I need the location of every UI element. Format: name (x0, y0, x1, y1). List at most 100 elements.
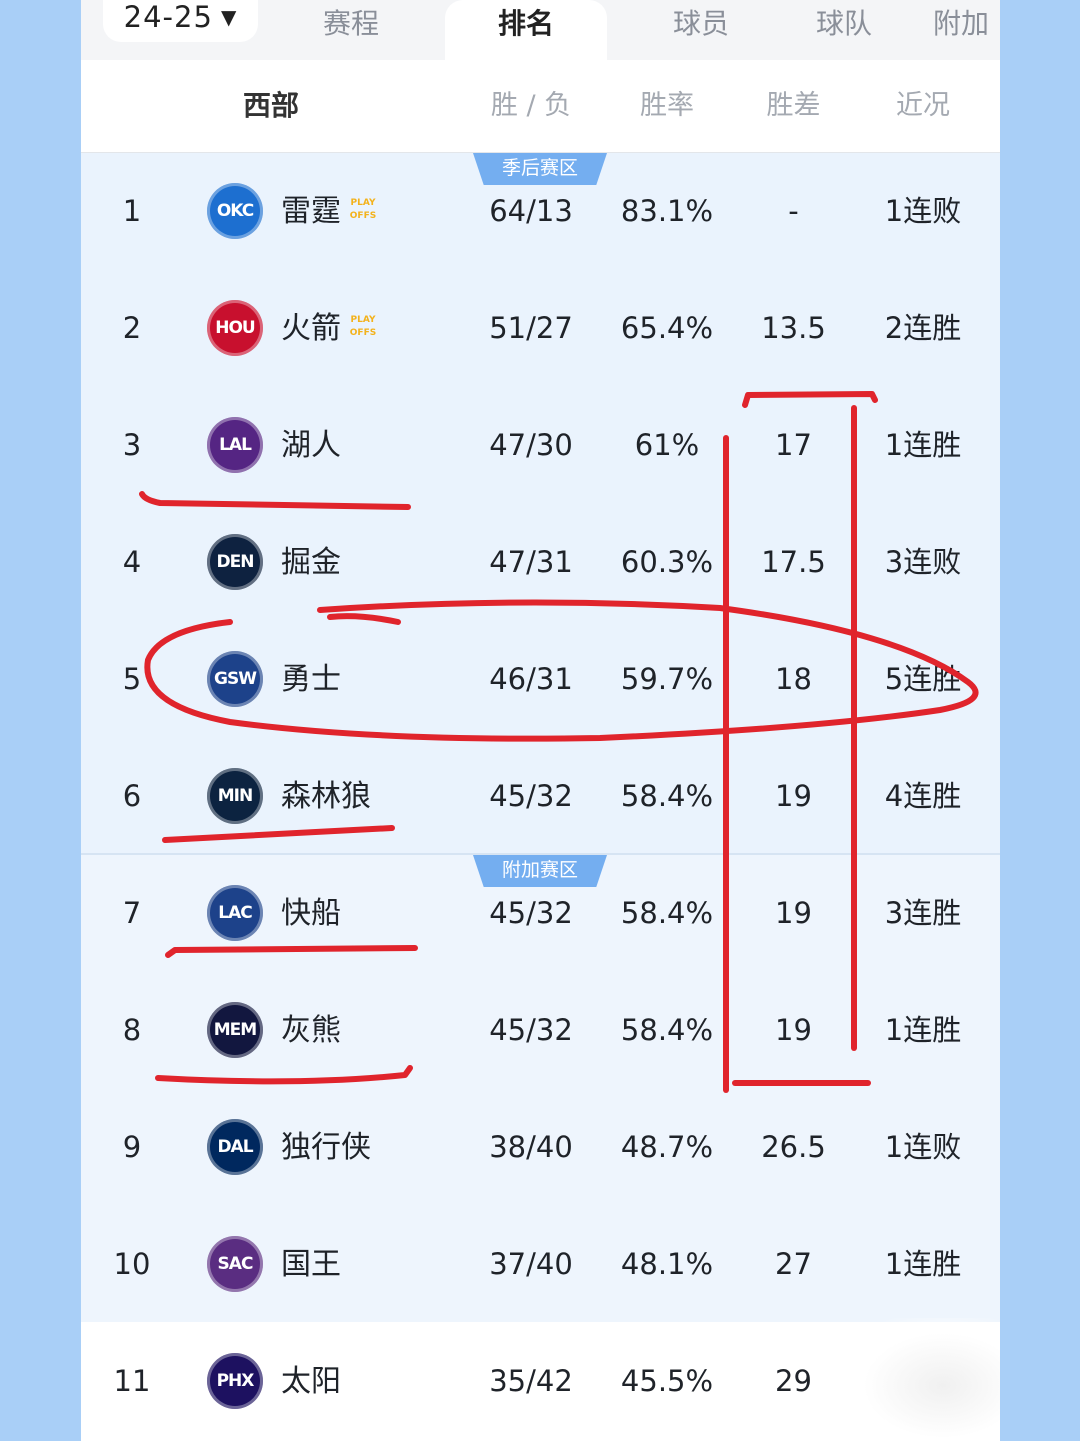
streak: 3连败 (884, 545, 962, 579)
team-logo-icon: MIN (207, 768, 263, 824)
tab-players[interactable]: 球员 (672, 7, 729, 40)
tab-extra[interactable]: 附加 (933, 7, 990, 40)
streak: 2连胜 (884, 311, 962, 345)
win-pct: 60.3% (620, 545, 714, 579)
table-row[interactable]: 8 MEM 灰熊 45/32 58.4% 19 1连胜 (81, 972, 1000, 1089)
win-pct: 58.4% (620, 1013, 714, 1047)
table-row[interactable]: 6 MIN 森林狼 45/32 58.4% 19 4连胜 (81, 738, 1000, 855)
rank: 1 (122, 194, 142, 228)
win-loss: 47/31 (489, 545, 573, 579)
team-name[interactable]: 国王 (281, 1247, 341, 1282)
games-behind: 17 (775, 428, 812, 462)
win-pct: 65.4% (620, 311, 714, 345)
header-streak: 近况 (896, 90, 950, 121)
win-loss: 64/13 (489, 194, 573, 228)
team-name[interactable]: 森林狼 (281, 779, 371, 814)
streak: 1连败 (884, 194, 962, 228)
win-pct: 48.1% (620, 1247, 714, 1281)
rank: 3 (122, 428, 142, 462)
win-loss: 47/30 (489, 428, 573, 462)
team-logo-icon: LAL (207, 417, 263, 473)
win-loss: 51/27 (489, 311, 573, 345)
win-loss: 38/40 (489, 1130, 573, 1164)
win-loss: 45/32 (489, 1013, 573, 1047)
games-behind: 29 (775, 1364, 812, 1398)
team-logo-icon: GSW (207, 651, 263, 707)
streak: 1连胜 (884, 1247, 962, 1281)
tab-schedule[interactable]: 赛程 (322, 7, 379, 40)
win-pct: 58.4% (620, 779, 714, 813)
streak: 4连胜 (884, 779, 962, 813)
team-name[interactable]: 湖人 (281, 428, 341, 463)
team-name[interactable]: 灰熊 (281, 1013, 341, 1048)
table-row[interactable]: 4 DEN 掘金 47/31 60.3% 17.5 3连败 (81, 504, 1000, 621)
win-pct: 59.7% (620, 662, 714, 696)
caret-down-icon: ▼ (220, 5, 238, 29)
streak: 3连胜 (884, 896, 962, 930)
win-loss: 37/40 (489, 1247, 573, 1281)
rank: 9 (122, 1130, 142, 1164)
table-row[interactable]: 9 DAL 独行侠 38/40 48.7% 26.5 1连败 (81, 1089, 1000, 1206)
team-name[interactable]: 独行侠 (281, 1130, 371, 1165)
team-name[interactable]: 雷霆 (281, 194, 341, 229)
streak: 1连胜 (884, 428, 962, 462)
tab-teams[interactable]: 球队 (815, 7, 872, 40)
rank: 11 (113, 1364, 151, 1398)
playoffs-badge-icon: PLAY OFFS (349, 198, 377, 221)
win-pct: 48.7% (620, 1130, 714, 1164)
table-row[interactable]: 11 PHX 太阳 35/42 45.5% 29 (81, 1323, 1000, 1440)
team-logo-icon: DEN (207, 534, 263, 590)
rank: 6 (122, 779, 142, 813)
team-logo-icon: MEM (207, 1002, 263, 1058)
header-pct: 胜率 (640, 90, 694, 121)
team-name[interactable]: 太阳 (281, 1364, 341, 1399)
rank: 4 (122, 545, 142, 579)
team-name[interactable]: 勇士 (281, 662, 341, 697)
rank: 10 (113, 1247, 151, 1281)
win-pct: 58.4% (620, 896, 714, 930)
table-row[interactable]: 7 LAC 快船 45/32 58.4% 19 3连胜 (81, 855, 1000, 972)
win-loss: 46/31 (489, 662, 573, 696)
games-behind: 18 (775, 662, 812, 696)
win-loss: 45/32 (489, 779, 573, 813)
team-name[interactable]: 火箭 (281, 311, 341, 346)
rank: 7 (122, 896, 142, 930)
standings-panel: 24-25 ▼ 赛程 排名 球员 球队 附加 西部 胜 / 负 胜率 胜差 近况… (81, 0, 1000, 1441)
header-wl: 胜 / 负 (490, 90, 572, 121)
games-behind: - (788, 194, 799, 228)
team-logo-icon: OKC (207, 183, 263, 239)
table-row[interactable]: 2 HOU 火箭 PLAY OFFS 51/27 65.4% 13.5 2连胜 (81, 270, 1000, 387)
tab-bar: 24-25 ▼ 赛程 排名 球员 球队 附加 (81, 0, 1000, 60)
win-pct: 45.5% (620, 1364, 714, 1398)
rank: 5 (122, 662, 142, 696)
streak: 5连胜 (884, 662, 962, 696)
playin-zone-badge: 附加赛区 (473, 855, 607, 887)
games-behind: 13.5 (761, 311, 826, 345)
table-row[interactable]: 1 OKC 雷霆 PLAY OFFS 64/13 83.1% - 1连败 (81, 153, 1000, 270)
team-logo-icon: LAC (207, 885, 263, 941)
win-pct: 61% (634, 428, 700, 462)
table-header: 西部 胜 / 负 胜率 胜差 近况 (81, 60, 1000, 153)
win-loss: 35/42 (489, 1364, 573, 1398)
team-logo-icon: HOU (207, 300, 263, 356)
games-behind: 19 (775, 896, 812, 930)
win-pct: 83.1% (620, 194, 714, 228)
tab-standings[interactable]: 排名 (445, 0, 607, 60)
team-logo-icon: PHX (207, 1353, 263, 1409)
games-behind: 27 (775, 1247, 812, 1281)
team-name[interactable]: 快船 (281, 896, 341, 931)
conference-title: 西部 (242, 89, 299, 122)
games-behind: 17.5 (761, 545, 826, 579)
season-label: 24-25 (123, 0, 213, 34)
streak: 1连败 (884, 1130, 962, 1164)
header-gb: 胜差 (766, 90, 821, 121)
table-row[interactable]: 3 LAL 湖人 47/30 61% 17 1连胜 (81, 387, 1000, 504)
streak: 1连胜 (884, 1013, 962, 1047)
season-selector[interactable]: 24-25 ▼ (103, 0, 258, 42)
table-row[interactable]: 10 SAC 国王 37/40 48.1% 27 1连胜 (81, 1206, 1000, 1323)
team-logo-icon: DAL (207, 1119, 263, 1175)
table-row[interactable]: 5 GSW 勇士 46/31 59.7% 18 5连胜 (81, 621, 1000, 738)
games-behind: 26.5 (761, 1130, 826, 1164)
team-name[interactable]: 掘金 (281, 545, 341, 580)
playoff-zone-badge: 季后赛区 (473, 153, 607, 185)
